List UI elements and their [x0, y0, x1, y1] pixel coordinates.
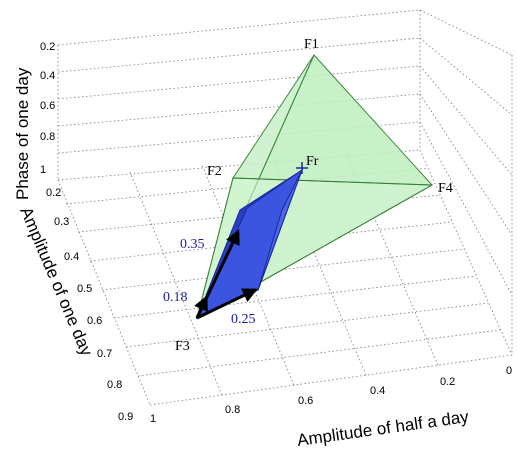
label-fr: Fr [306, 154, 319, 169]
arrow-018 [194, 295, 208, 319]
label-f1: F1 [304, 37, 319, 52]
label-f2: F2 [207, 164, 222, 179]
grid-lines [57, 9, 513, 406]
y-tick-label: 0.7 [97, 348, 112, 360]
annotation-035: 0.35 [180, 237, 205, 252]
label-f3: F3 [175, 339, 190, 354]
y-tick-label: 0.6 [87, 315, 102, 327]
annotation-018: 0.18 [163, 290, 188, 305]
label-f4: F4 [438, 181, 453, 196]
outer-edge-f2-f4 [232, 177, 433, 186]
z-tick-label: 0.6 [40, 100, 55, 112]
vector-arrows [194, 229, 258, 320]
x-tick-label: 0.2 [440, 376, 455, 388]
z-axis-label: Phase of one day [13, 67, 32, 200]
y-tick-label: 0.5 [77, 283, 92, 295]
fr-marker [296, 162, 308, 174]
x-tick-label: 0.8 [225, 404, 240, 416]
z-tick-label: 0.8 [40, 131, 55, 143]
x-tick-label: 0.4 [370, 385, 385, 397]
y-tick-label: 0.2 [46, 187, 61, 199]
x-tick-label: 0 [506, 365, 512, 377]
arrow-025 [196, 288, 258, 320]
x-tick-label: 1 [150, 413, 156, 425]
y-tick-label: 0.8 [107, 379, 122, 391]
z-tick-label: 0.4 [40, 70, 55, 82]
x-tick-label: 0.6 [298, 395, 313, 407]
z-tick-label: 1 [40, 164, 46, 176]
y-tick-label: 0.9 [118, 411, 133, 423]
inner-face-side [257, 169, 303, 291]
annotation-025: 0.25 [231, 312, 256, 327]
z-tick-label: 0.2 [40, 41, 55, 53]
y-tick-label: 0.4 [64, 251, 79, 263]
y-tick-label: 0.3 [54, 216, 69, 228]
x-axis-label: Amplitude of half a day [296, 407, 470, 450]
